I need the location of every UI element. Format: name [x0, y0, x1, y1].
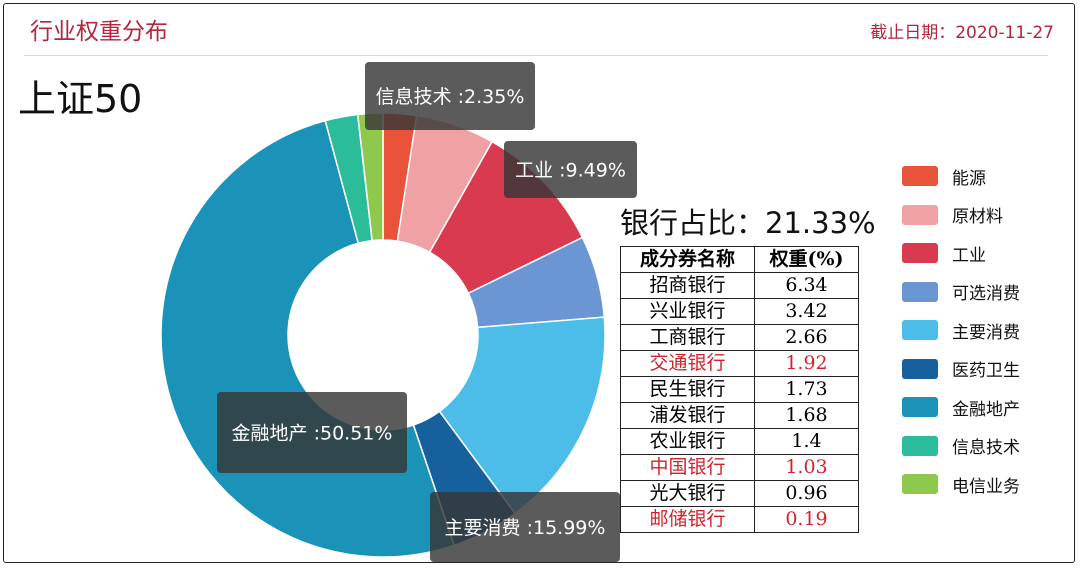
cell-weight: 1.03: [754, 454, 859, 481]
legend-swatch: [902, 166, 938, 187]
legend-item[interactable]: 主要消费: [902, 311, 1020, 350]
legend-label: 电信业务: [952, 476, 1020, 497]
cell-weight: 1.68: [754, 402, 859, 429]
table-row: 招商银行 6.34: [620, 272, 859, 299]
cell-stock-name: 工商银行: [620, 324, 755, 351]
legend-item[interactable]: 信息技术: [902, 427, 1020, 466]
data-label-box: [217, 392, 407, 473]
table-row: 交通银行 1.92: [620, 350, 859, 377]
page-title: 行业权重分布: [30, 19, 168, 45]
table-row: 光大银行 0.96: [620, 480, 859, 507]
cell-weight: 1.4: [754, 428, 859, 455]
legend-label: 医药卫生: [952, 361, 1020, 382]
table-row: 民生银行 1.73: [620, 376, 859, 403]
table-header-row: 成分券名称 权重(%): [620, 246, 859, 273]
cell-stock-name: 邮储银行: [620, 506, 755, 533]
cell-weight: 0.96: [754, 480, 859, 507]
legend-swatch: [902, 358, 938, 379]
table-row: 工商银行 2.66: [620, 324, 859, 351]
legend-item[interactable]: 医药卫生: [902, 350, 1020, 389]
legend-swatch: [902, 204, 938, 225]
legend-swatch: [902, 243, 938, 264]
index-name: 上证50: [18, 77, 143, 121]
data-label: 金融地产 :50.51%: [232, 423, 393, 445]
legend-item[interactable]: 电信业务: [902, 465, 1020, 504]
cell-stock-name: 浦发银行: [620, 402, 755, 429]
cell-weight: 1.73: [754, 376, 859, 403]
legend-item[interactable]: 原材料: [902, 196, 1020, 235]
cell-weight: 2.66: [754, 324, 859, 351]
header-divider: [24, 55, 1048, 56]
cell-stock-name: 中国银行: [620, 454, 755, 481]
legend-swatch: [902, 397, 938, 418]
cell-weight: 3.42: [754, 298, 859, 325]
cell-stock-name: 招商银行: [620, 272, 755, 299]
data-label-box: [430, 492, 620, 562]
table-row: 农业银行 1.4: [620, 428, 859, 455]
data-label: 工业 :9.49%: [515, 160, 626, 182]
legend-label: 工业: [952, 245, 986, 266]
cell-weight: 1.92: [754, 350, 859, 377]
data-label: 主要消费 :15.99%: [445, 517, 606, 539]
table-row: 中国银行 1.03: [620, 454, 859, 481]
legend-item[interactable]: 金融地产: [902, 388, 1020, 427]
legend-swatch: [902, 281, 938, 302]
legend-label: 可选消费: [952, 284, 1020, 305]
legend-label: 主要消费: [952, 322, 1020, 343]
legend-item[interactable]: 可选消费: [902, 273, 1020, 312]
cell-weight: 6.34: [754, 272, 859, 299]
data-label: 信息技术 :2.35%: [376, 86, 525, 108]
table-row: 浦发银行 1.68: [620, 402, 859, 429]
data-label-box: [365, 62, 535, 130]
legend-label: 原材料: [952, 207, 1003, 228]
legend-label: 金融地产: [952, 399, 1020, 420]
data-label-box: [504, 141, 637, 198]
legend-swatch: [902, 320, 938, 341]
legend-label: 能源: [952, 168, 986, 189]
column-header-name: 成分券名称: [620, 246, 755, 273]
table-row: 邮储银行 0.19: [620, 506, 859, 533]
legend-label: 信息技术: [952, 438, 1020, 459]
cell-stock-name: 兴业银行: [620, 298, 755, 325]
legend-swatch: [902, 474, 938, 495]
legend-item[interactable]: 能源: [902, 157, 1020, 196]
column-header-weight: 权重(%): [754, 246, 859, 273]
legend-item[interactable]: 工业: [902, 234, 1020, 273]
table-row: 兴业银行 3.42: [620, 298, 859, 325]
constituent-weight-table: 成分券名称 权重(%) 招商银行 6.34 兴业银行 3.42 工商银行 2.66 交通银行…: [620, 246, 859, 533]
cell-stock-name: 光大银行: [620, 480, 755, 507]
cell-weight: 0.19: [754, 506, 859, 533]
chart-frame: [3, 3, 1075, 563]
as-of-date: 截止日期：2020-11-27: [870, 23, 1054, 43]
cell-stock-name: 农业银行: [620, 428, 755, 455]
bank-ratio: 银行占比：21.33%: [620, 206, 876, 240]
legend-swatch: [902, 435, 938, 456]
chart-legend: 能源原材料工业可选消费主要消费医药卫生金融地产信息技术电信业务: [902, 157, 1020, 504]
cell-stock-name: 民生银行: [620, 376, 755, 403]
cell-stock-name: 交通银行: [620, 350, 755, 377]
